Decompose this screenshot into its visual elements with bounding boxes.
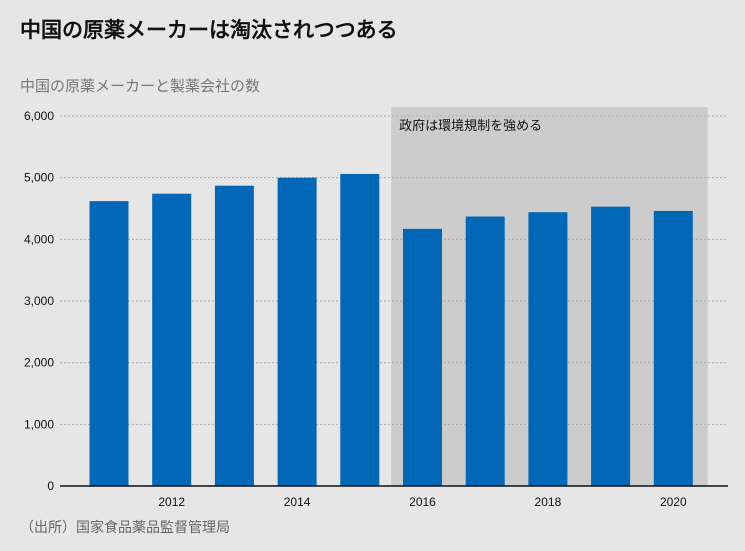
x-tick-label: 2016	[409, 495, 436, 509]
bar-2011	[89, 201, 129, 486]
bar-2013	[214, 185, 254, 486]
x-tick-label: 2018	[535, 495, 562, 509]
x-tick-label: 2020	[660, 495, 687, 509]
y-tick-label: 3,000	[24, 294, 54, 308]
y-tick-label: 6,000	[24, 109, 54, 123]
x-tick-label: 2014	[284, 495, 311, 509]
chart-title: 中国の原薬メーカーは淘汰されつつある	[20, 18, 398, 42]
bar-2012	[152, 193, 192, 486]
chart-subtitle: 中国の原薬メーカーと製薬会社の数	[20, 77, 261, 95]
bar-2014	[277, 177, 317, 486]
y-tick-label: 5,000	[24, 171, 54, 185]
bar-2020	[653, 210, 693, 486]
bar-2019	[591, 206, 631, 486]
y-tick-label: 4,000	[24, 232, 54, 246]
bar-2018	[528, 212, 568, 486]
highlight-label: 政府は環境規制を強める	[399, 118, 542, 133]
x-tick-label: 2012	[158, 495, 185, 509]
y-tick-label: 2,000	[24, 356, 54, 370]
bar-2016	[403, 228, 442, 486]
y-tick-label: 0	[47, 479, 54, 493]
bar-2015	[340, 173, 380, 486]
y-tick-label: 1,000	[24, 417, 54, 431]
bar-2017	[465, 216, 505, 486]
source-note: （出所）国家食品薬品監督管理局	[20, 520, 230, 536]
